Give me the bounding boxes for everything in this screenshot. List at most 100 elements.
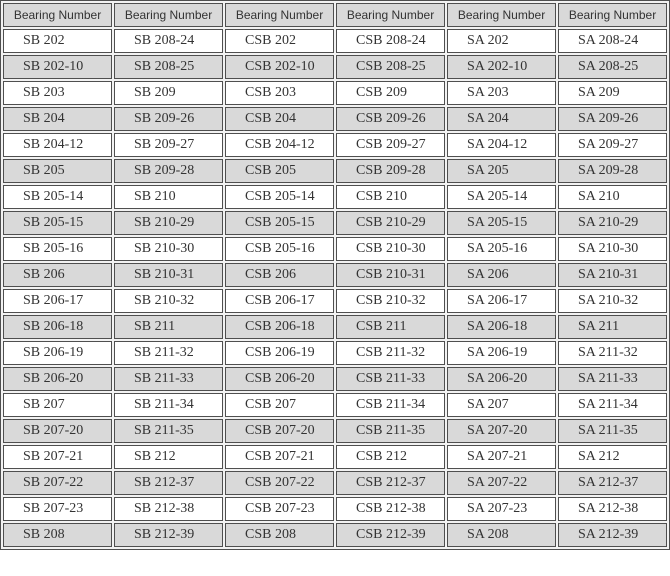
column-header: Bearing Number xyxy=(336,3,445,27)
bearing-number-cell: SB 209-27 xyxy=(114,133,223,157)
bearing-number-cell: SB 208-24 xyxy=(114,29,223,53)
bearing-number-cell: SB 204 xyxy=(3,107,112,131)
table-row: SB 206-20 SB 211-33 CSB 206-20 CSB 211-33 SA… xyxy=(3,367,667,391)
bearing-number-cell: SA 208 xyxy=(447,523,556,547)
bearing-number-cell: SA 206-20 xyxy=(447,367,556,391)
bearing-number-cell: SA 205-15 xyxy=(447,211,556,235)
table-row: SB 207-22 SB 212-37 CSB 207-22 CSB 212-37 SA… xyxy=(3,471,667,495)
bearing-number-cell: SA 209-27 xyxy=(558,133,667,157)
bearing-number-cell: CSB 205 xyxy=(225,159,334,183)
bearing-number-cell: SB 209 xyxy=(114,81,223,105)
bearing-number-cell: SA 205-16 xyxy=(447,237,556,261)
bearing-number-cell: SA 210-31 xyxy=(558,263,667,287)
bearing-number-cell: SB 212-37 xyxy=(114,471,223,495)
bearing-number-cell: SA 209 xyxy=(558,81,667,105)
column-header: Bearing Number xyxy=(558,3,667,27)
bearing-number-cell: SA 207-21 xyxy=(447,445,556,469)
bearing-number-cell: CSB 211 xyxy=(336,315,445,339)
bearing-number-cell: SA 211 xyxy=(558,315,667,339)
bearing-number-cell: SA 203 xyxy=(447,81,556,105)
bearing-number-cell: CSB 212-37 xyxy=(336,471,445,495)
bearing-number-cell: SA 208-24 xyxy=(558,29,667,53)
bearing-number-cell: SB 206-20 xyxy=(3,367,112,391)
bearing-number-cell: SB 211-32 xyxy=(114,341,223,365)
bearing-number-cell: CSB 207 xyxy=(225,393,334,417)
header-row: Bearing Number Bearing Number Bearing Numb… xyxy=(3,3,667,27)
table-row: SB 206-18 SB 211 CSB 206-18 CSB 211 SA 206-1… xyxy=(3,315,667,339)
bearing-number-cell: CSB 211-35 xyxy=(336,419,445,443)
bearing-number-cell: SA 204-12 xyxy=(447,133,556,157)
bearing-number-cell: SB 210-31 xyxy=(114,263,223,287)
bearing-number-cell: SB 210 xyxy=(114,185,223,209)
bearing-number-cell: SA 206-18 xyxy=(447,315,556,339)
bearing-number-cell: SA 206 xyxy=(447,263,556,287)
bearing-number-cell: CSB 212-38 xyxy=(336,497,445,521)
bearing-number-cell: CSB 210-30 xyxy=(336,237,445,261)
bearing-number-cell: CSB 202 xyxy=(225,29,334,53)
bearing-number-cell: CSB 206-17 xyxy=(225,289,334,313)
bearing-number-cell: CSB 203 xyxy=(225,81,334,105)
bearing-number-cell: CSB 204-12 xyxy=(225,133,334,157)
bearing-number-cell: SB 205 xyxy=(3,159,112,183)
bearing-number-cell: SB 209-26 xyxy=(114,107,223,131)
bearing-number-cell: CSB 207-21 xyxy=(225,445,334,469)
bearing-number-cell: CSB 211-34 xyxy=(336,393,445,417)
bearing-number-cell: CSB 204 xyxy=(225,107,334,131)
bearing-number-cell: SA 212 xyxy=(558,445,667,469)
bearing-number-cell: CSB 206-20 xyxy=(225,367,334,391)
bearing-number-cell: SB 206 xyxy=(3,263,112,287)
table-row: SB 202-10 SB 208-25 CSB 202-10 CSB 208-25 SA… xyxy=(3,55,667,79)
bearing-number-cell: SA 205 xyxy=(447,159,556,183)
bearing-number-cell: SB 205-14 xyxy=(3,185,112,209)
table-row: SB 208 SB 212-39 CSB 208 CSB 212-39 SA 208 SA… xyxy=(3,523,667,547)
bearing-number-cell: CSB 206 xyxy=(225,263,334,287)
bearing-number-cell: CSB 209 xyxy=(336,81,445,105)
bearing-number-cell: SA 204 xyxy=(447,107,556,131)
bearing-number-cell: SB 209-28 xyxy=(114,159,223,183)
bearing-number-cell: CSB 212-39 xyxy=(336,523,445,547)
table-row: SB 206 SB 210-31 CSB 206 CSB 210-31 SA 206 SA… xyxy=(3,263,667,287)
table-row: SB 205-16 SB 210-30 CSB 205-16 CSB 210-30 SA… xyxy=(3,237,667,261)
bearing-number-cell: SA 208-25 xyxy=(558,55,667,79)
bearing-number-cell: CSB 210-32 xyxy=(336,289,445,313)
bearing-number-cell: CSB 205-16 xyxy=(225,237,334,261)
bearing-number-cell: SB 206-19 xyxy=(3,341,112,365)
bearing-number-cell: SB 208-25 xyxy=(114,55,223,79)
bearing-number-cell: CSB 205-14 xyxy=(225,185,334,209)
bearing-number-cell: CSB 209-28 xyxy=(336,159,445,183)
bearing-number-cell: SB 211-35 xyxy=(114,419,223,443)
column-header: Bearing Number xyxy=(3,3,112,27)
table-row: SB 205-14 SB 210 CSB 205-14 CSB 210 SA 205-1… xyxy=(3,185,667,209)
bearing-number-cell: SB 204-12 xyxy=(3,133,112,157)
bearing-number-cell: SB 206-17 xyxy=(3,289,112,313)
bearing-number-cell: SA 210-29 xyxy=(558,211,667,235)
table-row: SB 207-23 SB 212-38 CSB 207-23 CSB 212-38 SA… xyxy=(3,497,667,521)
table-row: SB 207-21 SB 212 CSB 207-21 CSB 212 SA 207-2… xyxy=(3,445,667,469)
bearing-number-cell: CSB 208-24 xyxy=(336,29,445,53)
bearing-number-cell: SA 210 xyxy=(558,185,667,209)
bearing-number-cell: CSB 208 xyxy=(225,523,334,547)
bearing-number-cell: SA 206-19 xyxy=(447,341,556,365)
bearing-number-cell: SB 208 xyxy=(3,523,112,547)
bearing-number-cell: SA 211-33 xyxy=(558,367,667,391)
bearing-number-cell: SA 211-32 xyxy=(558,341,667,365)
bearing-number-cell: CSB 202-10 xyxy=(225,55,334,79)
bearing-number-cell: SB 212-38 xyxy=(114,497,223,521)
bearing-number-cell: SB 207-22 xyxy=(3,471,112,495)
bearing-number-cell: SB 205-16 xyxy=(3,237,112,261)
bearing-number-cell: SA 202 xyxy=(447,29,556,53)
bearing-number-cell: SA 211-35 xyxy=(558,419,667,443)
bearing-number-cell: SB 212 xyxy=(114,445,223,469)
bearing-number-cell: SB 211 xyxy=(114,315,223,339)
table-row: SB 202 SB 208-24 CSB 202 CSB 208-24 SA 202 SA… xyxy=(3,29,667,53)
bearing-number-cell: SA 205-14 xyxy=(447,185,556,209)
bearing-number-cell: CSB 210-29 xyxy=(336,211,445,235)
bearing-number-cell: CSB 206-18 xyxy=(225,315,334,339)
table-row: SB 204 SB 209-26 CSB 204 CSB 209-26 SA 204 SA… xyxy=(3,107,667,131)
column-header: Bearing Number xyxy=(447,3,556,27)
table-row: SB 205 SB 209-28 CSB 205 CSB 209-28 SA 205 SA… xyxy=(3,159,667,183)
bearing-number-cell: SB 205-15 xyxy=(3,211,112,235)
bearing-number-cell: CSB 211-32 xyxy=(336,341,445,365)
bearing-number-cell: SA 212-38 xyxy=(558,497,667,521)
bearing-number-cell: SA 209-28 xyxy=(558,159,667,183)
